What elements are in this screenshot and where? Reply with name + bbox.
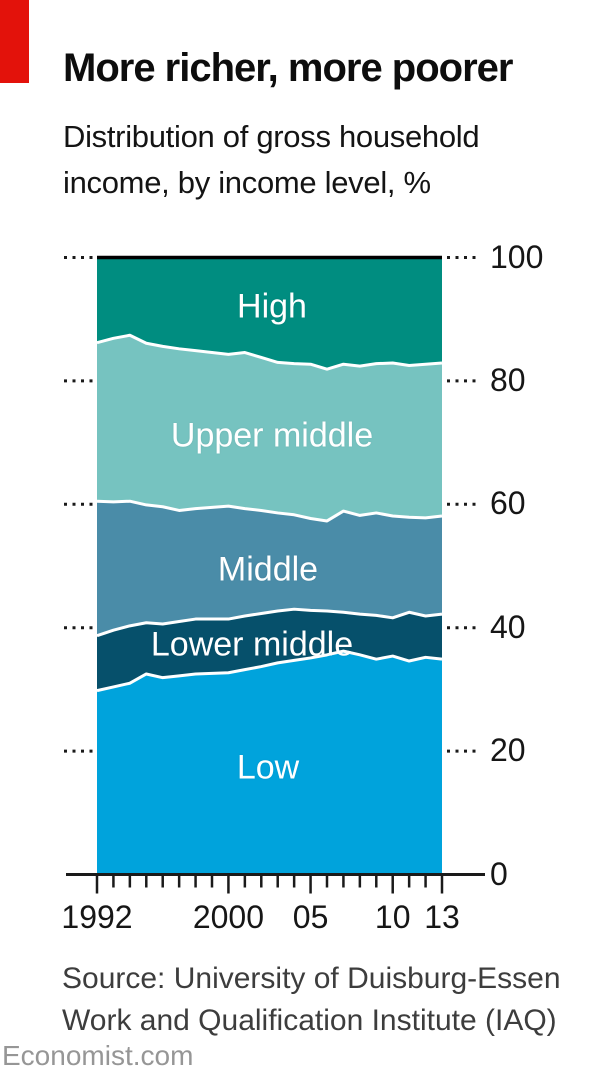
y-axis-tick-label: 40	[490, 608, 526, 645]
x-axis-tick-label: 10	[374, 899, 411, 935]
chart-subtitle-line1: Distribution of gross household	[63, 119, 480, 154]
y-axis-tick-label: 80	[490, 361, 526, 398]
band-label-low: Low	[236, 748, 300, 787]
x-axis-tick-label: 1992	[61, 899, 133, 935]
band-low-area	[97, 651, 442, 875]
chart-title: More richer, more poorer	[63, 46, 513, 90]
band-boundary-line	[96, 649, 443, 693]
source-line2: Work and Qualification Institute (IAQ)	[62, 1004, 557, 1037]
chart-subtitle-line2: income, by income level, %	[63, 165, 431, 200]
source-line1: Source: University of Duisburg-Essen	[62, 962, 561, 995]
chart-subtitle: Distribution of gross household income, …	[63, 114, 480, 206]
band-label-high: High	[237, 287, 307, 326]
y-axis-tick-label: 0	[490, 855, 508, 892]
y-axis-tick-label: 100	[490, 238, 544, 275]
x-axis-tick-label: 2000	[192, 899, 265, 935]
band-boundary-line	[96, 333, 443, 371]
band-label-middle: Middle	[217, 550, 319, 589]
band-boundary-line	[96, 607, 443, 638]
x-axis-tick-label: 05	[292, 899, 329, 935]
y-axis-tick-label: 60	[490, 485, 526, 522]
band-label-lower-middle: Lower middle	[150, 625, 354, 664]
y-axis-tick-label: 20	[490, 731, 526, 768]
x-axis-tick-label: 13	[424, 899, 460, 935]
source-note: Source: University of Duisburg-Essen Wor…	[62, 958, 561, 1042]
band-boundary-line	[96, 499, 443, 523]
economist-footer: Economist.com	[2, 1040, 194, 1070]
economist-red-tab	[0, 0, 29, 83]
band-label-upper-middle: Upper middle	[170, 416, 374, 455]
